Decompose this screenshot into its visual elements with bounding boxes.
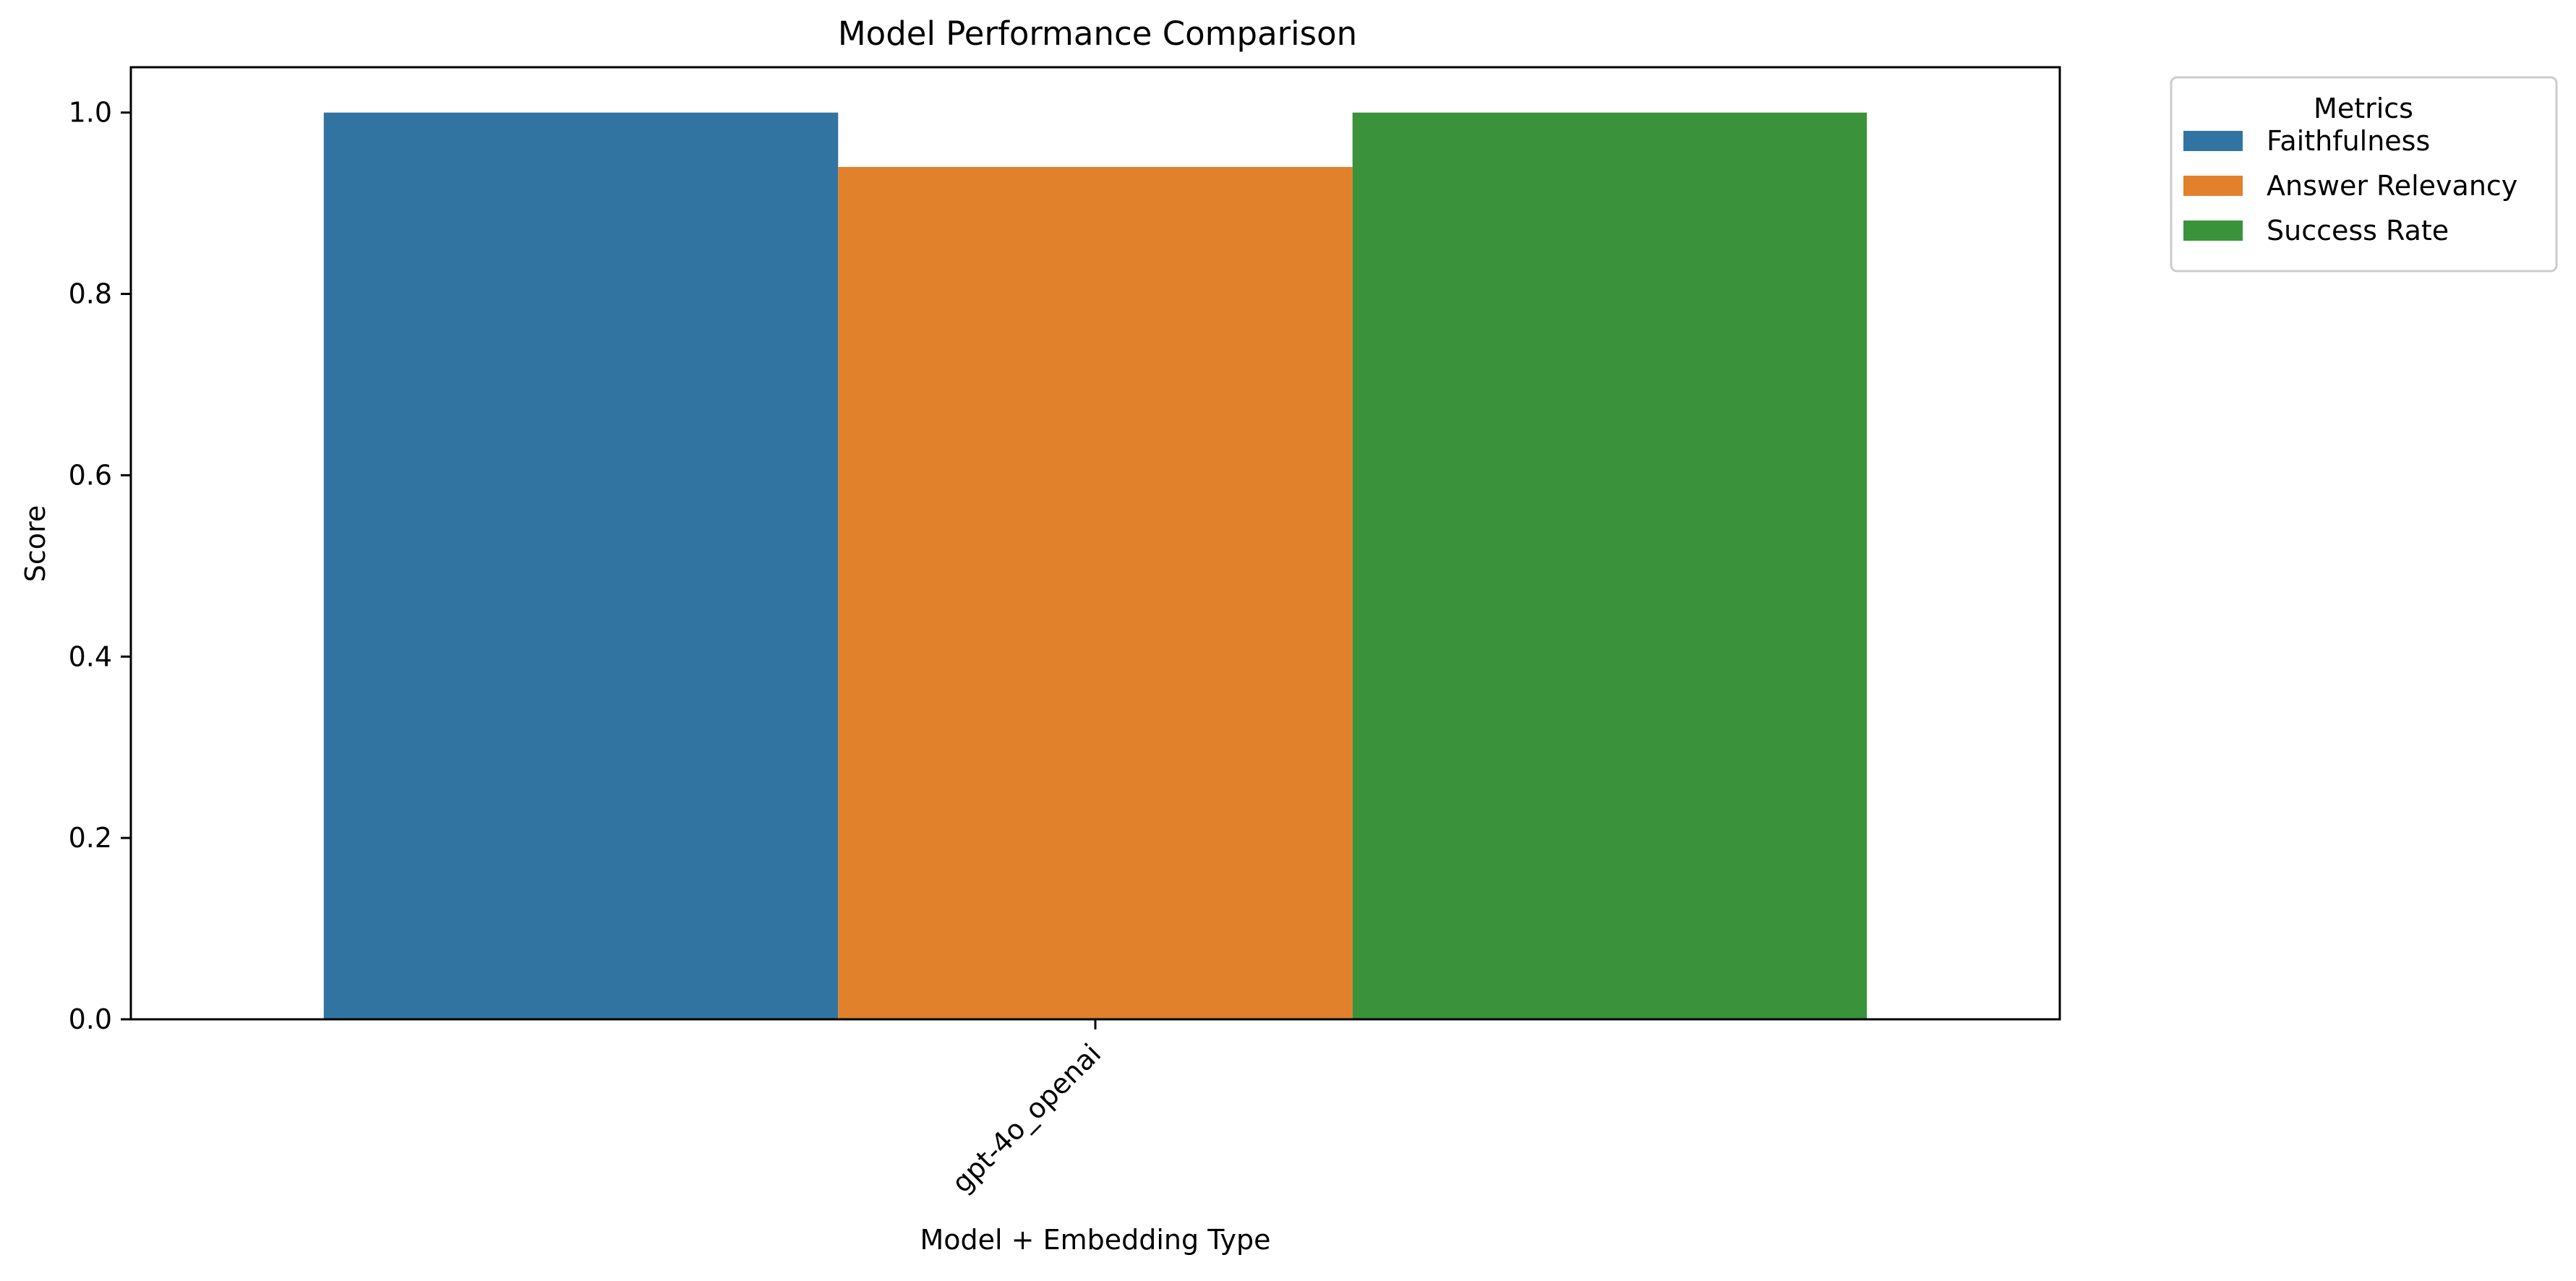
legend-label: Faithfulness — [2267, 125, 2430, 157]
legend-title: Metrics — [2314, 93, 2413, 124]
bar-answer-relevancy — [838, 166, 1353, 1019]
legend-label: Answer Relevancy — [2267, 170, 2517, 202]
y-tick-label: 0.0 — [69, 1003, 112, 1035]
legend-items: Faithfulness Answer Relevancy Success Rate — [2183, 125, 2517, 247]
y-axis: 0.0 0.2 0.4 0.6 0.8 1.0 — [69, 97, 131, 1035]
legend: Metrics Faithfulness Answer Relevancy Succ… — [2170, 76, 2558, 273]
legend-label: Success Rate — [2267, 215, 2449, 247]
legend-frame — [2170, 76, 2558, 273]
y-tick-label: 0.6 — [69, 459, 112, 491]
x-axis-label: Model + Embedding Type — [920, 1224, 1271, 1256]
y-tick-label: 1.0 — [69, 97, 112, 129]
legend-swatch — [2183, 220, 2243, 241]
y-tick-label: 0.4 — [69, 640, 112, 672]
y-tick-label: 0.2 — [69, 822, 112, 854]
y-axis-label: Score — [20, 505, 51, 582]
legend-swatch — [2183, 131, 2243, 151]
bar-success-rate — [1352, 112, 1867, 1020]
legend-swatch — [2183, 176, 2243, 196]
y-tick-label: 0.8 — [69, 278, 112, 310]
bars-layer — [323, 112, 1867, 1020]
bar-faithfulness — [323, 112, 839, 1020]
chart-title: Model Performance Comparison — [838, 14, 1357, 53]
